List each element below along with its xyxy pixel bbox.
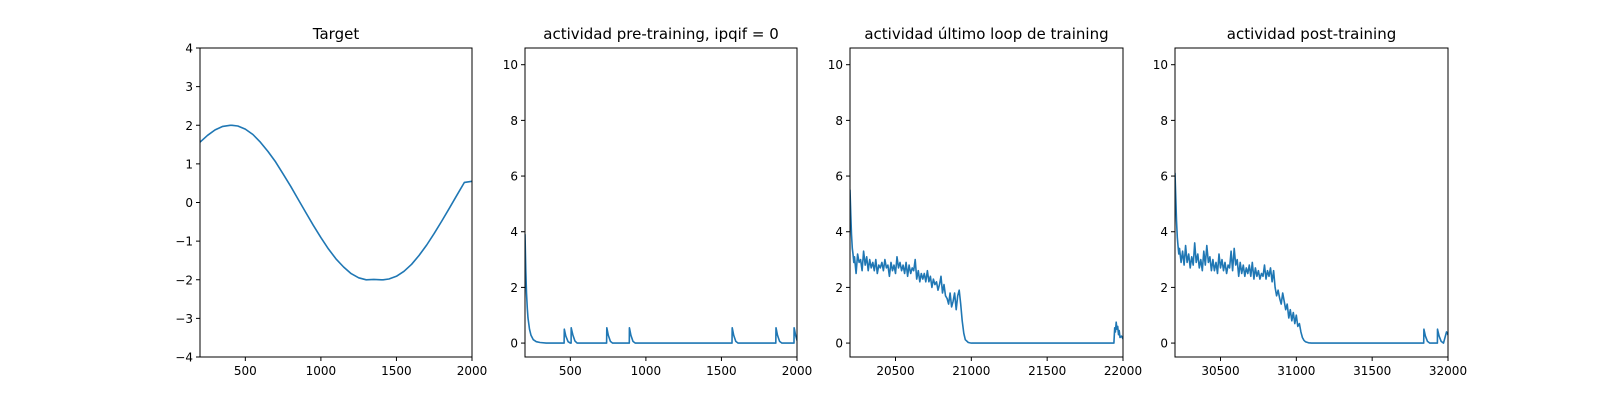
x-tick-label: 1000	[631, 364, 662, 378]
x-tick-label: 21500	[1028, 364, 1066, 378]
y-tick-label: 8	[835, 114, 843, 128]
y-tick-label: 4	[1160, 225, 1168, 239]
panel-title: actividad post-training	[1227, 25, 1396, 43]
y-tick-label: 4	[835, 225, 843, 239]
x-tick-label: 30500	[1201, 364, 1239, 378]
x-tick-label: 500	[234, 364, 257, 378]
y-tick-label: −3	[175, 312, 193, 326]
x-tick-label: 2000	[782, 364, 813, 378]
y-tick-label: 6	[1160, 170, 1168, 184]
y-tick-label: 2	[510, 281, 518, 295]
y-tick-label: −2	[175, 273, 193, 287]
y-tick-label: 8	[1160, 114, 1168, 128]
chart-panel-1: Target 500 1000 1500 2000 −4 −3 −2 −1 0 1 2 3 4	[175, 25, 487, 378]
y-tick-label: 0	[185, 196, 193, 210]
series-line	[1175, 172, 1448, 344]
y-tick-label: 10	[1153, 58, 1168, 72]
y-tick-label: 0	[835, 337, 843, 351]
y-tick-label: 4	[185, 42, 193, 56]
x-tick-label: 31500	[1353, 364, 1391, 378]
x-tick-label: 1500	[381, 364, 412, 378]
x-tick-label: 21000	[952, 364, 990, 378]
x-tick-label: 20500	[876, 364, 914, 378]
y-tick-label: 2	[1160, 281, 1168, 295]
y-tick-label: 4	[510, 225, 518, 239]
y-tick-label: 1	[185, 157, 193, 171]
y-tick-label: 2	[835, 281, 843, 295]
series-line	[850, 189, 1123, 344]
y-tick-label: 6	[835, 170, 843, 184]
x-tick-label: 22000	[1104, 364, 1142, 378]
series-line	[525, 233, 797, 344]
y-tick-label: 0	[510, 337, 518, 351]
axes-frame	[1174, 47, 1449, 358]
x-tick-label: 500	[559, 364, 582, 378]
x-tick-label: 1000	[306, 364, 337, 378]
x-tick-label: 31000	[1277, 364, 1315, 378]
x-tick-label: 2000	[457, 364, 488, 378]
chart-panel-2: actividad pre-training, ipqif = 0 500 1000…	[503, 25, 813, 378]
chart-panel-4: actividad post-training 30500 31000 31500 32…	[1153, 25, 1467, 378]
panel-title: actividad último loop de training	[864, 25, 1108, 43]
y-tick-label: 10	[503, 58, 518, 72]
series-line	[200, 124, 472, 281]
y-tick-label: 8	[510, 114, 518, 128]
panel-title: actividad pre-training, ipqif = 0	[543, 25, 779, 43]
axes-frame	[524, 47, 798, 358]
panel-title: Target	[312, 25, 360, 43]
axes-frame	[849, 47, 1124, 358]
x-tick-label: 32000	[1429, 364, 1467, 378]
x-tick-label: 1500	[706, 364, 737, 378]
y-tick-label: −1	[175, 235, 193, 249]
y-tick-label: 2	[185, 119, 193, 133]
y-tick-label: 0	[1160, 337, 1168, 351]
y-tick-label: 3	[185, 80, 193, 94]
y-tick-label: 10	[828, 58, 843, 72]
y-tick-label: −4	[175, 351, 193, 365]
y-tick-label: 6	[510, 170, 518, 184]
